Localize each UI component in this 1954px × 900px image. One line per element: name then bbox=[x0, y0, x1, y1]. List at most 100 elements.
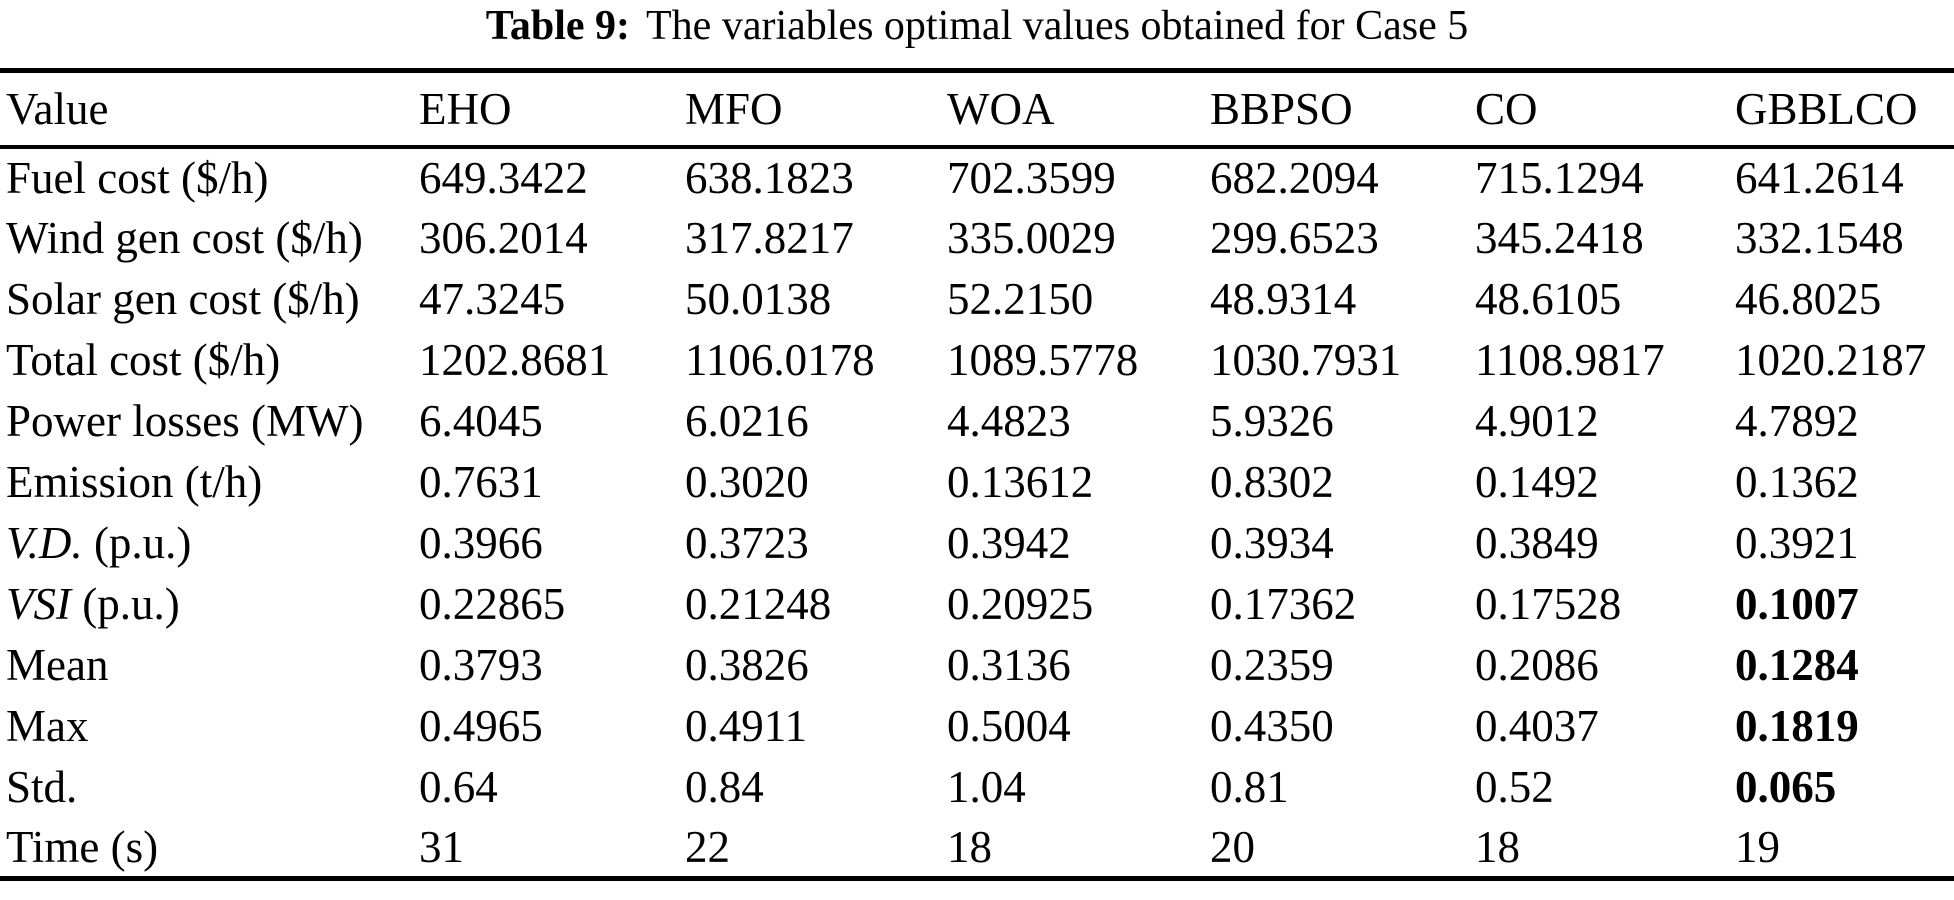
value-cell: 22 bbox=[685, 821, 730, 872]
row-label-text: Std. bbox=[6, 762, 78, 812]
value-cell: 0.1007 bbox=[1735, 579, 1859, 629]
value-cell: 4.4823 bbox=[947, 396, 1071, 446]
value-cell: 299.6523 bbox=[1210, 213, 1379, 263]
row-label: Solar gen cost ($/h) bbox=[0, 269, 419, 330]
value-cell: 48.6105 bbox=[1475, 274, 1622, 324]
value-cell: 0.3136 bbox=[947, 640, 1071, 690]
value-cell: 1106.0178 bbox=[685, 335, 875, 385]
value-cell: 0.3942 bbox=[947, 518, 1071, 568]
table-row: V.D. (p.u.) 0.3966 0.3723 0.3942 0.3934 0.38… bbox=[0, 513, 1954, 574]
value-cell: 0.1492 bbox=[1475, 457, 1599, 507]
value-cell: 46.8025 bbox=[1735, 274, 1882, 324]
value-cell: 0.13612 bbox=[947, 457, 1094, 507]
value-cell: 0.1284 bbox=[1735, 640, 1859, 690]
value-cell: 1089.5778 bbox=[947, 335, 1139, 385]
value-cell: 638.1823 bbox=[685, 153, 854, 203]
row-label-text: Emission (t/h) bbox=[6, 457, 263, 507]
value-cell: 0.4037 bbox=[1475, 701, 1599, 751]
column-header: EHO bbox=[419, 83, 512, 134]
row-label-text: Time (s) bbox=[6, 821, 159, 872]
value-cell: 0.4965 bbox=[419, 701, 543, 751]
value-cell: 0.20925 bbox=[947, 579, 1094, 629]
value-cell: 0.17362 bbox=[1210, 579, 1357, 629]
row-label: Power losses (MW) bbox=[0, 391, 419, 452]
header-row: Value EHO MFO WOA BBPSO CO GBBLCO bbox=[0, 71, 1954, 147]
value-cell: 4.9012 bbox=[1475, 396, 1599, 446]
table-row: Power losses (MW) 6.4045 6.0216 4.4823 5.93… bbox=[0, 391, 1954, 452]
table-row: Fuel cost ($/h) 649.3422 638.1823 702.3599… bbox=[0, 147, 1954, 208]
value-cell: 1202.8681 bbox=[419, 335, 611, 385]
value-cell: 0.3723 bbox=[685, 518, 809, 568]
value-cell: 19 bbox=[1735, 821, 1780, 872]
value-cell: 0.4350 bbox=[1210, 701, 1334, 751]
value-cell: 0.3934 bbox=[1210, 518, 1334, 568]
value-cell: 6.4045 bbox=[419, 396, 543, 446]
value-cell: 0.2359 bbox=[1210, 640, 1334, 690]
row-label: Std. bbox=[0, 757, 419, 818]
value-cell: 0.3966 bbox=[419, 518, 543, 568]
value-cell: 682.2094 bbox=[1210, 153, 1379, 203]
column-header: WOA bbox=[947, 83, 1055, 134]
value-cell: 332.1548 bbox=[1735, 213, 1904, 263]
value-cell: 48.9314 bbox=[1210, 274, 1357, 324]
row-label-italic: V.D. bbox=[6, 518, 83, 568]
row-label-text: (p.u.) bbox=[70, 579, 180, 629]
column-header: CO bbox=[1475, 83, 1538, 134]
value-cell: 0.3793 bbox=[419, 640, 543, 690]
row-label: Wind gen cost ($/h) bbox=[0, 208, 419, 269]
value-cell: 0.4911 bbox=[685, 701, 808, 751]
value-cell: 18 bbox=[947, 821, 992, 872]
row-label: VSI (p.u.) bbox=[0, 574, 419, 635]
value-cell: 715.1294 bbox=[1475, 153, 1644, 203]
table-row: Std. 0.64 0.84 1.04 0.81 0.52 0.065 bbox=[0, 757, 1954, 818]
value-cell: 641.2614 bbox=[1735, 153, 1904, 203]
row-label: Max bbox=[0, 696, 419, 757]
results-table: Value EHO MFO WOA BBPSO CO GBBLCO Fuel cost ($… bbox=[0, 68, 1954, 881]
value-cell: 0.5004 bbox=[947, 701, 1071, 751]
value-cell: 702.3599 bbox=[947, 153, 1116, 203]
table-row: Max 0.4965 0.4911 0.5004 0.4350 0.4037 0.1819 bbox=[0, 696, 1954, 757]
table-row: Total cost ($/h) 1202.8681 1106.0178 1089.… bbox=[0, 330, 1954, 391]
value-cell: 47.3245 bbox=[419, 274, 566, 324]
table-row: Mean 0.3793 0.3826 0.3136 0.2359 0.2086 0.128… bbox=[0, 635, 1954, 696]
value-cell: 0.64 bbox=[419, 762, 498, 812]
value-cell: 0.81 bbox=[1210, 762, 1289, 812]
value-cell: 649.3422 bbox=[419, 153, 588, 203]
table-row: Time (s) 31 22 18 20 18 19 bbox=[0, 818, 1954, 879]
value-cell: 317.8217 bbox=[685, 213, 854, 263]
value-cell: 0.21248 bbox=[685, 579, 832, 629]
value-cell: 20 bbox=[1210, 821, 1255, 872]
table-row: Emission (t/h) 0.7631 0.3020 0.13612 0.8302… bbox=[0, 452, 1954, 513]
row-label: Fuel cost ($/h) bbox=[0, 147, 419, 208]
value-cell: 306.2014 bbox=[419, 213, 588, 263]
row-label-text: Solar gen cost ($/h) bbox=[6, 274, 360, 324]
value-cell: 4.7892 bbox=[1735, 396, 1859, 446]
row-label-text: Mean bbox=[6, 640, 109, 690]
value-cell: 0.065 bbox=[1735, 762, 1837, 812]
value-cell: 0.17528 bbox=[1475, 579, 1622, 629]
value-cell: 0.8302 bbox=[1210, 457, 1334, 507]
value-cell: 5.9326 bbox=[1210, 396, 1334, 446]
value-cell: 1.04 bbox=[947, 762, 1026, 812]
row-label-text: (p.u.) bbox=[82, 518, 192, 568]
value-cell: 0.3826 bbox=[685, 640, 809, 690]
column-header: GBBLCO bbox=[1735, 83, 1918, 134]
value-cell: 0.1362 bbox=[1735, 457, 1859, 507]
table-caption-number: Table 9: bbox=[485, 3, 631, 49]
row-label-text: Total cost ($/h) bbox=[6, 335, 281, 385]
value-cell: 0.3921 bbox=[1735, 518, 1859, 568]
value-cell: 345.2418 bbox=[1475, 213, 1644, 263]
value-cell: 50.0138 bbox=[685, 274, 832, 324]
value-cell: 1108.9817 bbox=[1475, 335, 1665, 385]
table-row: Solar gen cost ($/h) 47.3245 50.0138 52.21… bbox=[0, 269, 1954, 330]
value-cell: 1020.2187 bbox=[1735, 335, 1927, 385]
row-label: Emission (t/h) bbox=[0, 452, 419, 513]
row-label-text: Power losses (MW) bbox=[6, 396, 364, 446]
value-cell: 6.0216 bbox=[685, 396, 809, 446]
row-label-text: Wind gen cost ($/h) bbox=[6, 213, 363, 263]
row-label-italic: VSI bbox=[6, 579, 71, 629]
table-caption-text: The variables optimal values obtained fo… bbox=[646, 3, 1469, 49]
value-cell: 0.1819 bbox=[1735, 701, 1859, 751]
value-cell: 0.84 bbox=[685, 762, 764, 812]
